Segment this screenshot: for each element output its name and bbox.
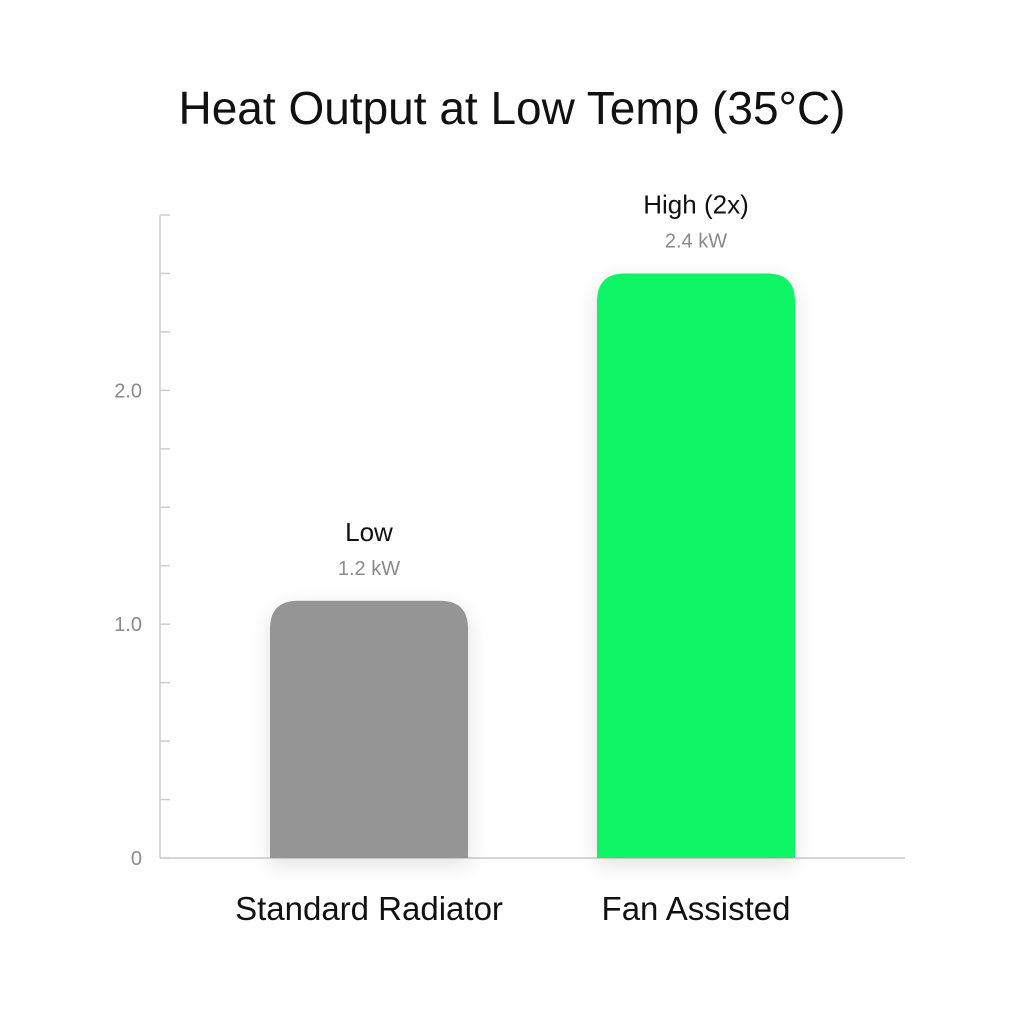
bar-level-label: High (2x)	[643, 189, 748, 219]
y-tick-label: 0	[131, 848, 142, 870]
x-category-label: Standard Radiator	[235, 890, 503, 927]
bar-standard-radiator	[270, 600, 468, 858]
bar-value-label: 1.2 kW	[338, 558, 400, 580]
x-category-label: Fan Assisted	[602, 890, 791, 927]
bar-level-label: Low	[345, 517, 393, 547]
bar-fan-assisted	[597, 273, 795, 858]
y-tick-label: 1.0	[114, 614, 142, 636]
chart-title: Heat Output at Low Temp (35°C)	[178, 82, 846, 134]
bar-value-label: 2.4 kW	[665, 230, 727, 252]
y-tick-label: 2.0	[114, 380, 142, 402]
